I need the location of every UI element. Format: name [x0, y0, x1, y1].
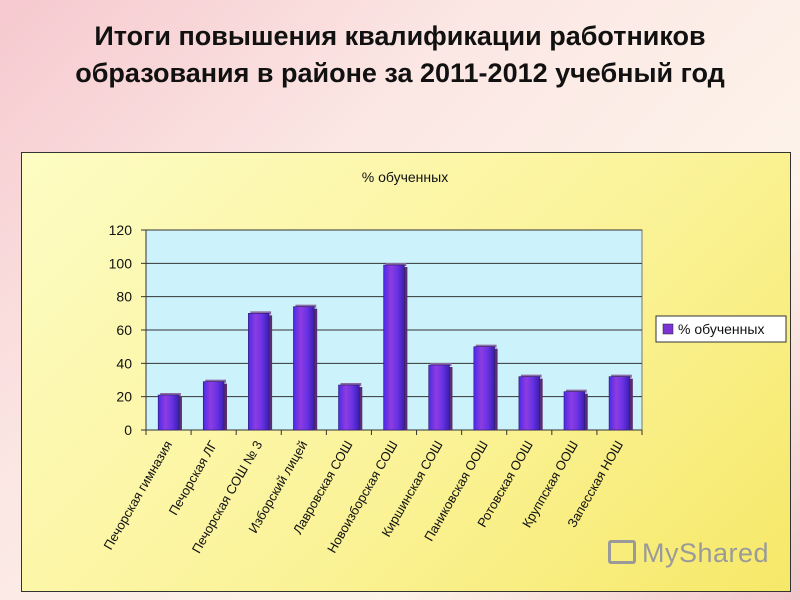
- bar-top: [250, 311, 272, 315]
- bar-shadow: [449, 367, 453, 430]
- bar-shadow: [224, 383, 228, 430]
- bar-shadow: [584, 393, 588, 430]
- bar-top: [430, 363, 452, 366]
- bar: [157, 394, 180, 431]
- bar: [293, 306, 315, 431]
- y-axis: 0 20 40 60 80 100 120: [109, 222, 147, 438]
- bar: [563, 391, 586, 431]
- bar-shadow: [269, 315, 273, 430]
- bar-top: [340, 383, 362, 386]
- y-tick-label: 120: [109, 222, 133, 238]
- y-tick-label: 40: [116, 355, 132, 371]
- bar-top: [160, 393, 181, 396]
- bar: [383, 264, 405, 431]
- bar-shadow: [494, 348, 498, 430]
- bar-top: [385, 263, 407, 266]
- bar: [338, 384, 360, 431]
- bar-shadow: [359, 387, 363, 430]
- bar-shadow: [539, 378, 543, 430]
- bars: [157, 263, 633, 431]
- legend-label: % обученных: [678, 321, 764, 337]
- myshared-logo-icon: [608, 540, 636, 564]
- bar-shadow: [629, 378, 633, 430]
- bar: [428, 364, 450, 431]
- y-tick-label: 20: [116, 389, 132, 405]
- bar: [202, 381, 225, 431]
- bar-top: [520, 374, 542, 378]
- bar: [608, 376, 631, 431]
- x-tick-label: Печорская ЛГ: [166, 438, 221, 518]
- page-title: Итоги повышения квалификации работников …: [75, 21, 725, 88]
- bar-shadow: [404, 267, 408, 430]
- bar: [473, 346, 495, 431]
- chart-title: % обученных: [362, 169, 448, 185]
- y-tick-label: 100: [109, 255, 133, 271]
- bar: [518, 376, 540, 431]
- y-tick-label: 80: [116, 289, 132, 305]
- bar-top: [475, 344, 497, 348]
- bar-shadow: [314, 308, 318, 430]
- y-tick-label: 0: [124, 422, 132, 438]
- bar-top: [295, 304, 317, 308]
- bar-top: [565, 389, 587, 393]
- bar: [248, 313, 270, 431]
- legend: % обученных: [655, 315, 787, 343]
- bar-top: [611, 374, 632, 378]
- y-tick-label: 60: [116, 322, 132, 338]
- x-tick-label: Печорская гимназия: [101, 438, 176, 552]
- legend-swatch: [662, 323, 674, 335]
- bar-top: [205, 379, 227, 383]
- watermark: MyShared: [642, 538, 770, 568]
- bar-shadow: [178, 397, 182, 430]
